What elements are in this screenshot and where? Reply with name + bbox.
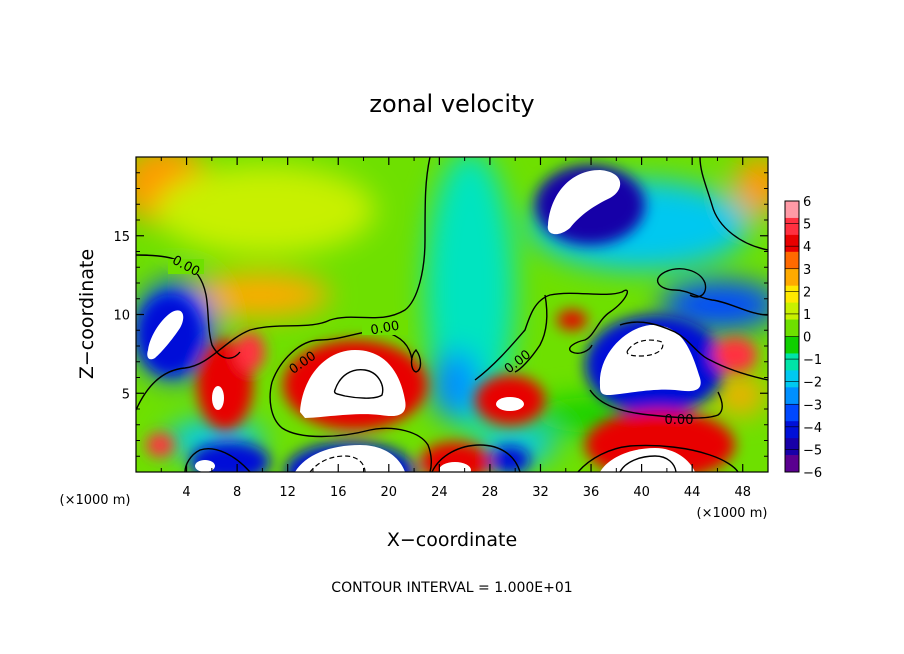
x-tick-label: 24: [431, 485, 448, 500]
colorbar-tick-label: −1: [803, 353, 822, 368]
colorbar-tick-label: 5: [803, 218, 811, 233]
colorbar-tick-label: 3: [803, 263, 811, 278]
x-tick-label: 28: [482, 485, 499, 500]
colorbar-swatch: [785, 319, 799, 337]
x-tick-label: 40: [633, 485, 650, 500]
colorbar-swatch: [785, 421, 799, 439]
colorbar-tick-label: 6: [803, 195, 811, 210]
colorbar-swatch: [785, 404, 799, 422]
chart-title: zonal velocity: [369, 90, 534, 118]
y-axis-label: Z−coordinate: [76, 249, 98, 379]
x-tick-label: 20: [381, 485, 398, 500]
contour-label: 0.00: [370, 319, 401, 339]
z-unit-label: (×1000 m): [60, 493, 131, 508]
colorbar-swatch: [785, 387, 799, 405]
colorbar-swatch: [785, 302, 799, 321]
colorbar: 6 5 4 3 2 1 0 −1 −2 −3 −4 −5 −6: [784, 195, 822, 481]
colorbar-tick-label: −6: [803, 466, 822, 481]
x-tick-label: 32: [532, 485, 549, 500]
x-unit-label: (×1000 m): [697, 506, 768, 521]
colorbar-tick-label: −2: [803, 376, 822, 391]
colorbar-swatch: [785, 285, 799, 304]
x-tick-label: 12: [279, 485, 296, 500]
colorbar-swatch: [785, 336, 799, 354]
x-tick-label: 4: [182, 485, 190, 500]
y-tick-label: 15: [113, 230, 130, 245]
colorbar-swatch: [785, 217, 799, 236]
x-axis: 4 8 12 16 20 24 28 32 36 40 44 48: [160, 157, 751, 500]
colorbar-swatch: [785, 438, 799, 456]
x-axis-label: X−coordinate: [387, 529, 517, 551]
x-tick-label: 44: [684, 485, 701, 500]
colorbar-tick-label: 1: [803, 308, 811, 323]
colorbar-tick-label: 2: [803, 285, 811, 300]
colorbar-swatch: [785, 201, 799, 219]
colorbar-swatch: [785, 370, 799, 388]
colorbar-swatch: [785, 251, 799, 270]
colorbar-swatch: [785, 455, 799, 473]
y-axis: 5 10 15: [113, 172, 768, 457]
contour-label: 0.00: [665, 413, 694, 428]
colorbar-tick-label: −3: [803, 398, 822, 413]
colorbar-swatch: [785, 353, 799, 371]
y-tick-label: 5: [122, 387, 130, 402]
x-tick-label: 36: [583, 485, 600, 500]
colorbar-tick-label: −4: [803, 421, 822, 436]
x-tick-label: 16: [330, 485, 347, 500]
x-tick-label: 48: [734, 485, 751, 500]
x-tick-label: 8: [233, 485, 241, 500]
colorbar-swatch: [785, 234, 799, 253]
colorbar-swatch: [785, 268, 799, 287]
contour-lines: [136, 157, 768, 472]
colorbar-tick-label: −5: [803, 443, 822, 458]
colorbar-tick-label: 4: [803, 240, 811, 255]
heatmap-field: [136, 157, 768, 472]
y-tick-label: 10: [113, 309, 130, 324]
contour-interval-note: CONTOUR INTERVAL = 1.000E+01: [331, 580, 572, 596]
colorbar-tick-label: 0: [803, 331, 811, 346]
